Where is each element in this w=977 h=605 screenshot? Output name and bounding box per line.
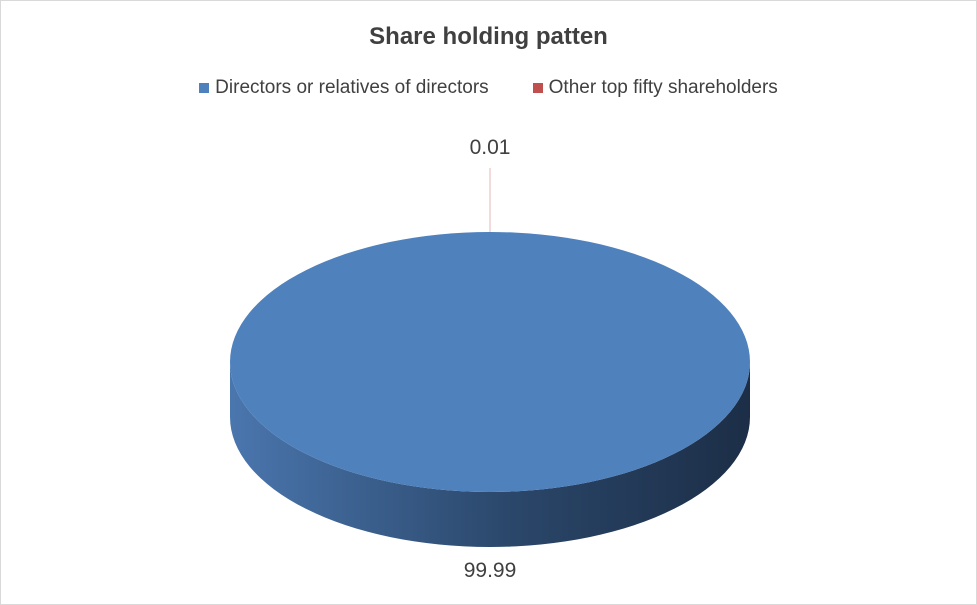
data-label-directors: 99.99 — [463, 559, 517, 582]
chart-title: Share holding patten — [369, 23, 608, 50]
legend: Directors or relatives of directors Othe… — [1, 77, 976, 99]
data-label-other: 0.01 — [469, 136, 511, 159]
legend-label: Directors or relatives of directors — [215, 77, 489, 98]
legend-swatch — [199, 83, 210, 93]
legend-item: Directors or relatives of directors — [199, 77, 489, 99]
legend-swatch — [532, 83, 543, 93]
legend-label: Other top fifty shareholders — [548, 77, 778, 98]
pie-slice-directors — [230, 232, 750, 492]
pie-slice-side — [230, 362, 750, 547]
legend-item: Other top fifty shareholders — [532, 77, 778, 99]
